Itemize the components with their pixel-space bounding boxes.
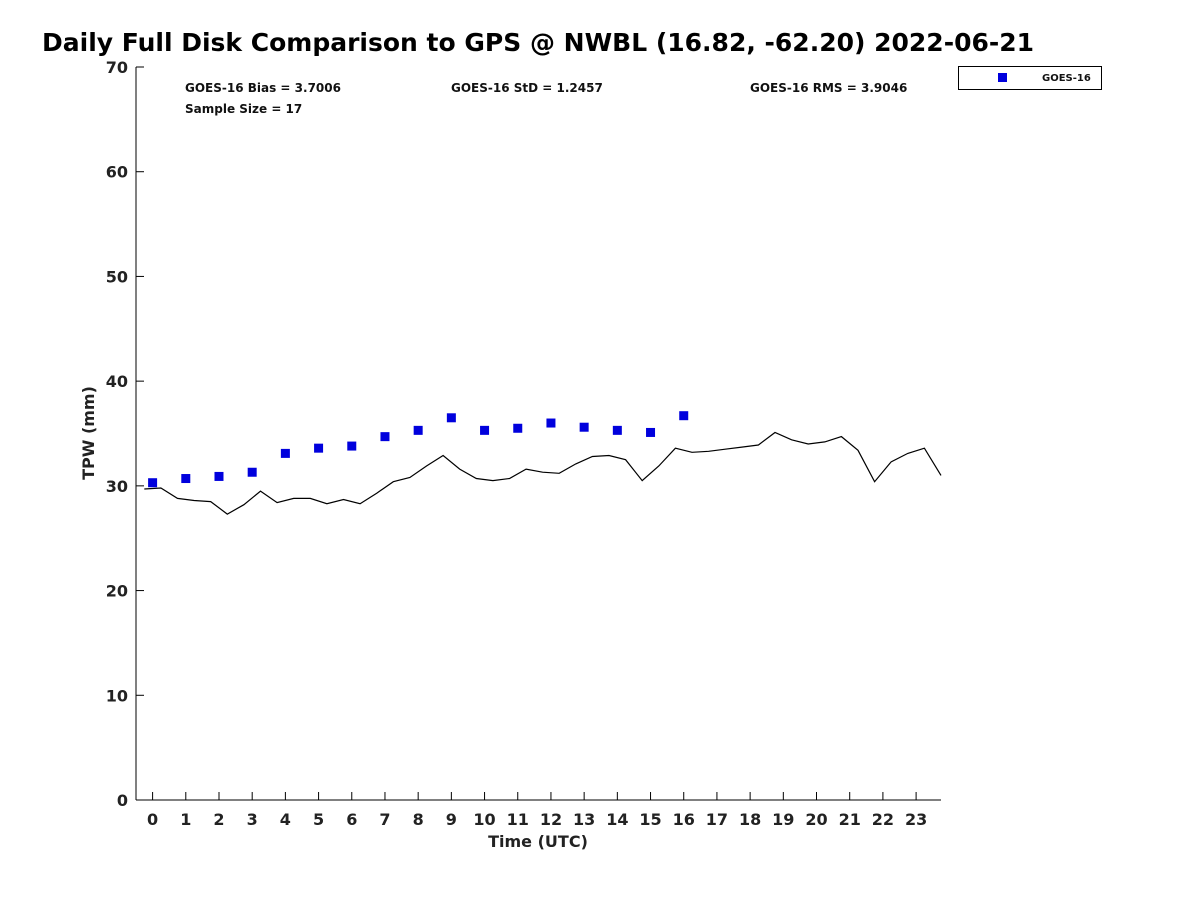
x-tick-label: 17 — [706, 810, 728, 829]
y-tick-label: 30 — [106, 477, 128, 496]
legend-marker — [998, 73, 1007, 82]
y-tick-label: 70 — [106, 58, 128, 77]
x-tick-label: 19 — [772, 810, 794, 829]
x-tick-label: 10 — [473, 810, 495, 829]
x-tick-label: 3 — [247, 810, 258, 829]
y-tick-label: 40 — [106, 372, 128, 391]
goes16-point — [413, 425, 423, 435]
legend-label: GOES-16 — [1042, 73, 1091, 84]
goes16-point — [247, 467, 257, 477]
gps-line — [144, 431, 942, 515]
goes16-point — [148, 478, 158, 488]
goes16-point — [679, 411, 689, 421]
y-tick-label: 0 — [117, 791, 128, 810]
x-axis-label: Time (UTC) — [488, 832, 588, 851]
y-tick-label: 50 — [106, 267, 128, 286]
y-axis-label: TPW (mm) — [79, 386, 98, 480]
goes16-point — [646, 427, 656, 437]
x-tick-label: 8 — [413, 810, 424, 829]
x-tick-label: 9 — [446, 810, 457, 829]
x-tick-label: 22 — [872, 810, 894, 829]
goes16-point — [347, 441, 357, 451]
goes16-point — [480, 425, 490, 435]
goes16-point — [181, 474, 191, 484]
x-tick-label: 7 — [379, 810, 390, 829]
goes16-point — [612, 425, 622, 435]
x-tick-label: 0 — [147, 810, 158, 829]
x-tick-label: 18 — [739, 810, 761, 829]
x-tick-label: 20 — [805, 810, 827, 829]
chart-title: Daily Full Disk Comparison to GPS @ NWBL… — [42, 28, 1035, 57]
x-tick-label: 12 — [540, 810, 562, 829]
x-tick-label: 16 — [673, 810, 695, 829]
x-tick-label: 15 — [639, 810, 661, 829]
y-tick-label: 60 — [106, 163, 128, 182]
x-tick-label: 13 — [573, 810, 595, 829]
goes16-point — [214, 471, 224, 481]
y-tick-label: 10 — [106, 686, 128, 705]
rms-stat: GOES-16 RMS = 3.9046 — [750, 81, 907, 95]
std-stat: GOES-16 StD = 1.2457 — [451, 81, 603, 95]
x-tick-label: 6 — [346, 810, 357, 829]
goes16-point — [446, 413, 456, 423]
legend: GOES-16 — [958, 66, 1102, 90]
goes16-point — [579, 422, 589, 432]
goes16-point — [314, 443, 324, 453]
y-tick-label: 20 — [106, 582, 128, 601]
goes16-point — [280, 448, 290, 458]
x-tick-label: 2 — [213, 810, 224, 829]
x-tick-label: 1 — [180, 810, 191, 829]
x-tick-label: 21 — [839, 810, 861, 829]
x-tick-label: 14 — [606, 810, 628, 829]
sample-size-stat: Sample Size = 17 — [185, 102, 302, 116]
bias-stat: GOES-16 Bias = 3.7006 — [185, 81, 341, 95]
x-tick-label: 4 — [280, 810, 291, 829]
legend-box — [958, 66, 1102, 90]
goes16-point — [380, 432, 390, 442]
plot-area — [144, 411, 942, 515]
goes16-point — [513, 423, 523, 433]
x-tick-label: 11 — [507, 810, 529, 829]
x-tick-label: 23 — [905, 810, 927, 829]
x-tick-label: 5 — [313, 810, 324, 829]
goes16-point — [546, 418, 556, 428]
